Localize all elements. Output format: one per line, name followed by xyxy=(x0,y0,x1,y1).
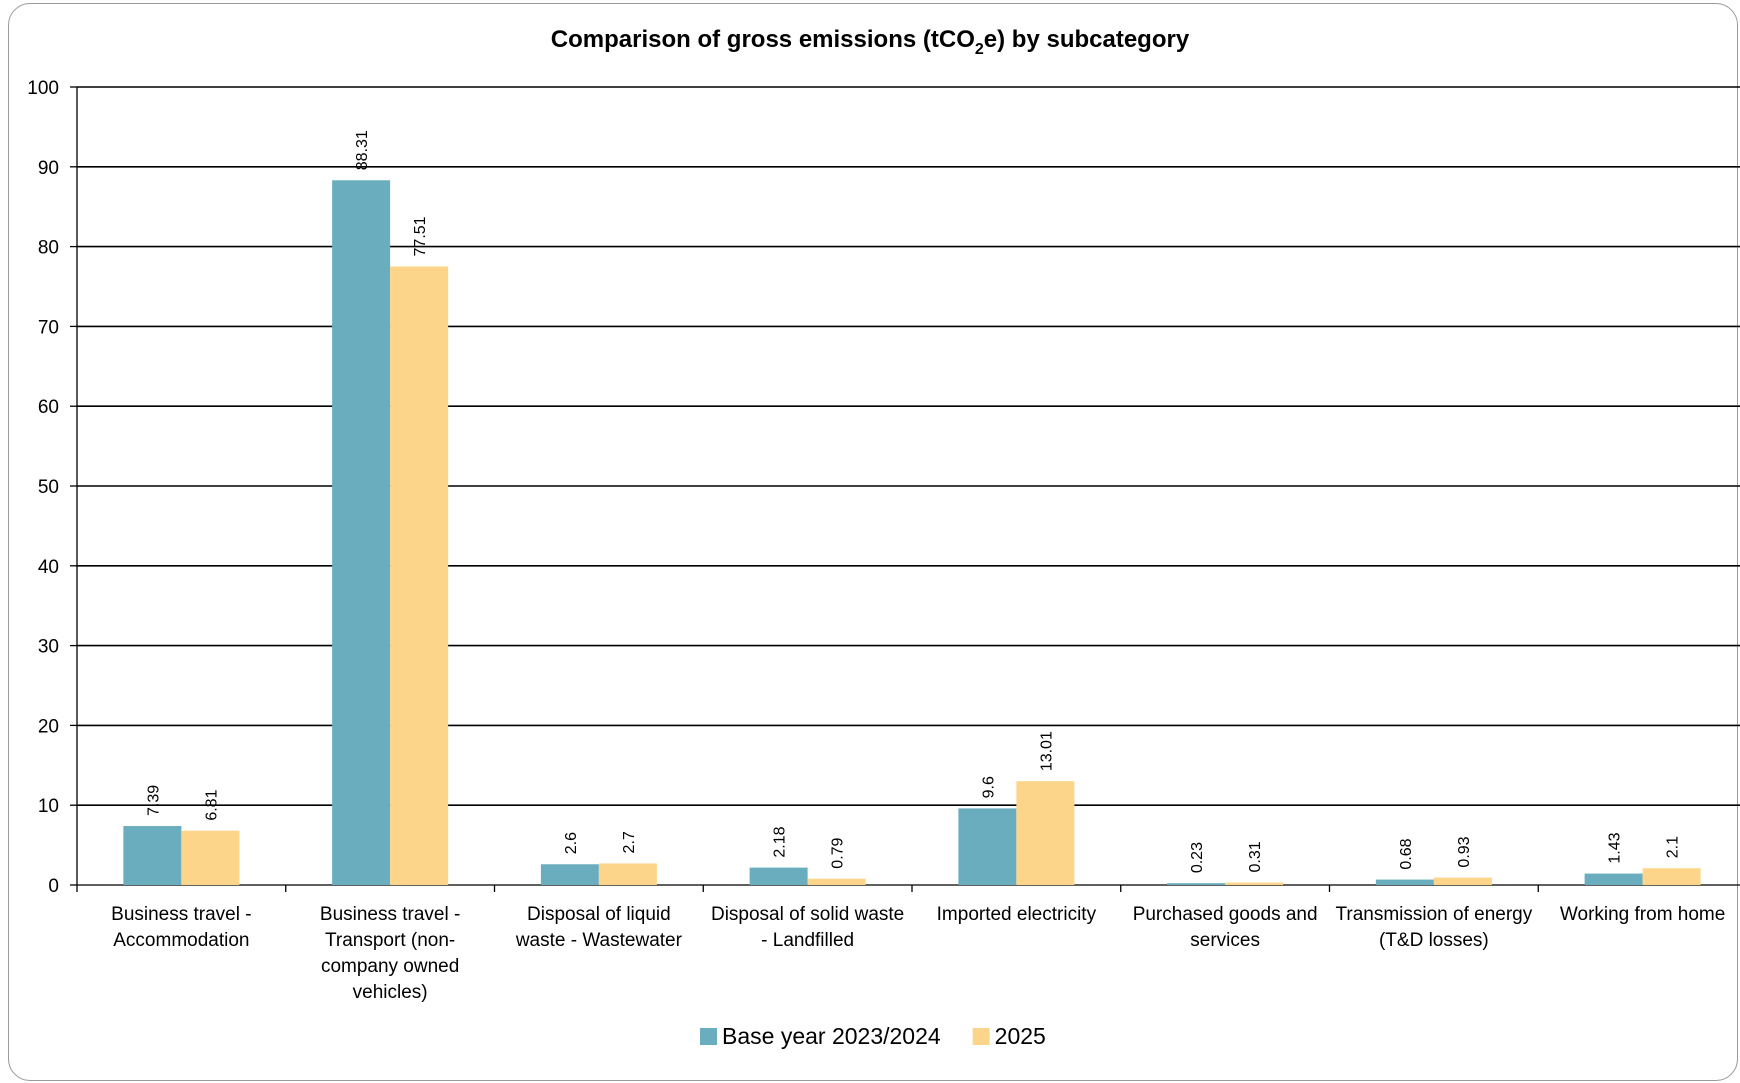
bar xyxy=(390,266,449,885)
bar xyxy=(1225,882,1284,885)
category-labels: Business travel -Accommodation Business t… xyxy=(111,904,1725,1003)
title-main: Comparison of gross emissions (tCO xyxy=(551,26,975,53)
bar xyxy=(749,867,808,885)
category-label: Transmission of energy (T&D losses) xyxy=(1335,904,1532,951)
data-label: 6.81 xyxy=(203,789,220,820)
bar xyxy=(1433,877,1492,885)
data-label: 0.23 xyxy=(1189,842,1206,873)
bar xyxy=(1016,781,1075,885)
bar xyxy=(123,826,182,885)
data-label: 0.79 xyxy=(830,837,847,868)
y-tick-label: 40 xyxy=(38,557,59,578)
bar xyxy=(1167,883,1226,885)
bar xyxy=(958,808,1017,885)
data-label: 0.31 xyxy=(1247,841,1264,872)
y-tick-label: 20 xyxy=(38,716,59,737)
gridlines xyxy=(77,86,1740,807)
axes: 0 10 20 30 40 50 60 70 80 90 100 xyxy=(27,78,1740,897)
category-label: Purchased goods and services xyxy=(1133,904,1318,951)
y-tick-label: 10 xyxy=(38,796,59,817)
y-tick-label: 90 xyxy=(38,158,59,179)
bar xyxy=(540,864,599,885)
data-label: 2.18 xyxy=(772,826,789,857)
y-tick-label: 80 xyxy=(38,238,59,259)
data-label: 77.51 xyxy=(412,216,429,256)
legend-swatch xyxy=(700,1028,717,1045)
data-labels: 7.39 6.81 88.31 77.51 2.6 2.7 2.18 0.79 9.6 13.01… xyxy=(145,130,1681,873)
data-label: 0.68 xyxy=(1398,838,1415,869)
category-label: Business travel -Accommodation xyxy=(111,904,251,951)
y-tick-label: 100 xyxy=(27,78,59,99)
data-label: 7.39 xyxy=(145,785,162,816)
data-label: 2.6 xyxy=(563,832,580,854)
category-label: Disposal of liquid waste - Wastewater xyxy=(515,904,683,951)
bar xyxy=(181,830,240,885)
bars xyxy=(123,180,1701,885)
data-label: 13.01 xyxy=(1038,731,1055,771)
title-tail: e) by subcategory xyxy=(984,26,1190,53)
data-label: 1.43 xyxy=(1607,832,1624,863)
category-label: Disposal of solid waste - Landfilled xyxy=(711,904,904,951)
legend: Base year 2023/2024 2025 xyxy=(700,1023,1046,1049)
legend-label: 2025 xyxy=(995,1023,1046,1049)
category-label: Business travel -Transport (non-company … xyxy=(320,904,460,1003)
y-tick-label: 30 xyxy=(38,637,59,658)
y-tick-label: 50 xyxy=(38,477,59,498)
bar xyxy=(598,863,657,885)
chart-frame xyxy=(8,3,1738,1081)
y-tick-label: 0 xyxy=(48,876,59,897)
data-label: 2.1 xyxy=(1665,836,1682,858)
data-label: 2.7 xyxy=(621,831,638,853)
data-label: 0.93 xyxy=(1456,836,1473,867)
legend-label: Base year 2023/2024 xyxy=(722,1023,941,1049)
legend-swatch xyxy=(972,1028,990,1045)
bar xyxy=(1584,873,1643,885)
data-label: 88.31 xyxy=(354,130,371,170)
category-label: Working from home xyxy=(1560,904,1725,925)
bar xyxy=(1642,868,1701,885)
chart-title: Comparison of gross emissions (tCO2e) by… xyxy=(551,26,1190,58)
bar xyxy=(1375,879,1434,885)
title-subscript: 2 xyxy=(975,41,984,58)
data-label: 9.6 xyxy=(980,776,997,798)
y-tick-label: 60 xyxy=(38,397,59,418)
bar xyxy=(807,878,866,885)
category-label: Imported electricity xyxy=(937,904,1097,925)
y-tick-label: 70 xyxy=(38,317,59,338)
bar xyxy=(332,180,391,885)
